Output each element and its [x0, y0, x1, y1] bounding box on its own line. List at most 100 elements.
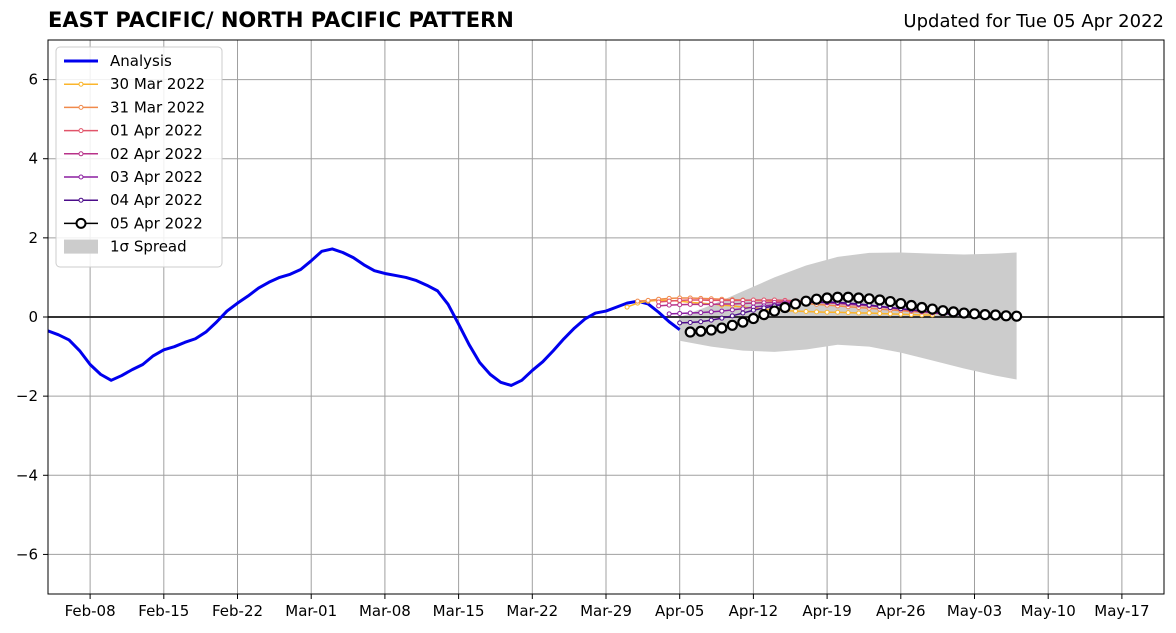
- forecast-point: [687, 320, 693, 326]
- current-forecast-point: [684, 326, 696, 338]
- forecast-point: [698, 310, 704, 316]
- current-forecast-point: [842, 291, 854, 303]
- updated-date: Updated for Tue 05 Apr 2022: [903, 11, 1164, 32]
- forecast-point: [814, 309, 820, 315]
- y-tick-label: 2: [28, 229, 38, 247]
- current-forecast-point: [695, 325, 707, 337]
- current-forecast-point: [895, 297, 907, 310]
- forecast-point: [719, 301, 725, 307]
- current-forecast-point: [716, 322, 728, 334]
- legend-marker: [78, 197, 84, 203]
- x-tick-label: Mar-22: [506, 602, 558, 620]
- current-forecast-point: [1000, 310, 1012, 322]
- y-tick-label: −4: [16, 466, 38, 484]
- legend-label: 30 Mar 2022: [110, 75, 205, 93]
- forecast-point: [750, 307, 756, 313]
- current-forecast-point: [832, 291, 844, 303]
- current-forecast-point: [968, 308, 981, 320]
- x-tick-label: May-17: [1094, 602, 1149, 620]
- x-tick-label: May-03: [947, 602, 1002, 620]
- forecast-point: [729, 307, 735, 313]
- forecast-point: [687, 310, 693, 316]
- chart-title: EAST PACIFIC/ NORTH PACIFIC PATTERN: [48, 8, 514, 32]
- forecast-point: [740, 306, 746, 312]
- legend-marker: [75, 217, 87, 229]
- forecast-point: [635, 298, 641, 304]
- current-forecast-point: [853, 292, 865, 304]
- legend-marker: [78, 174, 84, 180]
- x-tick-label: Mar-15: [433, 602, 485, 620]
- current-forecast-point: [779, 301, 791, 314]
- legend-label: 31 Mar 2022: [110, 98, 205, 116]
- series-layer: [47, 247, 1023, 387]
- forecast-point: [708, 297, 714, 303]
- legend-label: 04 Apr 2022: [110, 191, 203, 209]
- forecast-point: [729, 301, 735, 307]
- current-forecast-point: [789, 298, 802, 310]
- legend: Analysis 30 Mar 2022 31 Mar 2022 01 Apr 202…: [55, 46, 223, 268]
- current-forecast-point: [884, 295, 896, 308]
- current-forecast-point: [916, 301, 928, 314]
- forecast-point: [824, 309, 830, 315]
- x-tick-label: Apr-05: [655, 602, 705, 620]
- forecast-point: [708, 301, 714, 307]
- forecast-point: [835, 309, 841, 315]
- y-tick-label: 0: [28, 308, 38, 326]
- forecast-point: [698, 297, 704, 303]
- current-forecast-point: [758, 309, 770, 321]
- forecast-point: [666, 298, 672, 304]
- forecast-point: [666, 302, 672, 308]
- current-forecast-point: [1011, 310, 1023, 322]
- analysis-line: [47, 247, 681, 387]
- forecast-line: [679, 301, 965, 324]
- forecast-point: [708, 309, 714, 315]
- forecast-point: [687, 297, 693, 303]
- current-forecast-point: [979, 309, 991, 321]
- current-forecast-point: [705, 324, 717, 336]
- forecast-point: [645, 297, 651, 303]
- forecast-point: [719, 308, 725, 314]
- forecast-point: [866, 310, 872, 316]
- x-tick-label: Feb-08: [65, 602, 116, 620]
- forecast-point: [677, 320, 683, 326]
- current-forecast-point: [737, 316, 749, 328]
- legend-label: 02 Apr 2022: [110, 145, 203, 163]
- x-tick-label: Mar-08: [359, 602, 411, 620]
- x-tick-label: Mar-01: [285, 602, 337, 620]
- current-forecast-point: [863, 293, 875, 305]
- legend-marker: [78, 104, 84, 110]
- forecast-point: [687, 301, 693, 307]
- forecast-point: [856, 310, 862, 316]
- forecast-point: [677, 302, 683, 308]
- forecast-point: [845, 310, 851, 316]
- forecast-point: [750, 300, 756, 306]
- forecast-point: [624, 304, 630, 310]
- current-forecast-point: [926, 303, 938, 315]
- forecast-point: [877, 310, 883, 316]
- current-forecast-point: [958, 307, 970, 319]
- current-forecast-point: [947, 306, 960, 318]
- legend-marker: [78, 128, 84, 134]
- legend-label: 05 Apr 2022: [110, 214, 203, 232]
- x-tick-label: Feb-15: [138, 602, 189, 620]
- current-forecast-point: [800, 295, 812, 307]
- current-forecast-point: [726, 319, 738, 331]
- legend-label: 03 Apr 2022: [110, 168, 203, 186]
- forecast-point: [803, 308, 809, 314]
- x-tick-label: Apr-26: [876, 602, 926, 620]
- x-tick-label: May-10: [1021, 602, 1076, 620]
- legend-label: Analysis: [110, 52, 172, 70]
- y-tick-label: −6: [16, 545, 38, 563]
- forecast-point: [656, 303, 662, 309]
- current-forecast-point: [874, 294, 886, 306]
- current-forecast-point: [768, 305, 781, 317]
- forecast-point: [793, 308, 799, 314]
- current-forecast-point: [821, 292, 833, 304]
- legend-label: 01 Apr 2022: [110, 122, 203, 140]
- legend-marker: [78, 81, 84, 87]
- x-tick-label: Feb-22: [212, 602, 263, 620]
- x-tick-label: Apr-12: [729, 602, 779, 620]
- legend-swatch: [64, 239, 98, 254]
- current-forecast-point: [937, 305, 949, 317]
